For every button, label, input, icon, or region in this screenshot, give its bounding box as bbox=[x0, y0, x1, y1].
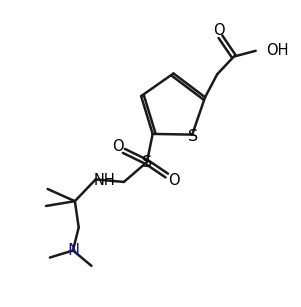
Text: S: S bbox=[188, 129, 198, 144]
Text: S: S bbox=[142, 155, 152, 169]
Text: N: N bbox=[67, 243, 79, 258]
Text: O: O bbox=[112, 138, 123, 154]
Text: O: O bbox=[168, 173, 180, 188]
Text: O: O bbox=[213, 23, 225, 38]
Text: OH: OH bbox=[266, 43, 288, 58]
Text: NH: NH bbox=[93, 173, 115, 188]
